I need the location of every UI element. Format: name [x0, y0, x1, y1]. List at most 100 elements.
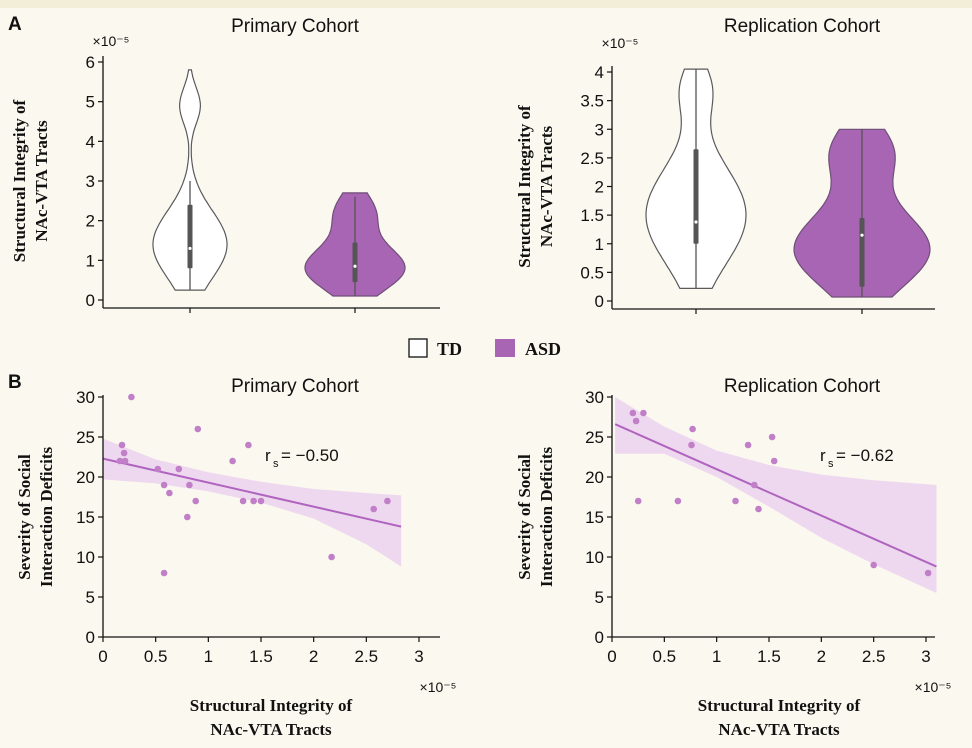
- legend-swatch-td: [408, 338, 428, 358]
- x-multiplier: ×10⁻⁵: [420, 679, 457, 695]
- x-multiplier: ×10⁻⁵: [915, 679, 952, 695]
- scatter-chart-B-primary: Primary Cohort Severity of Social Interact…: [15, 376, 456, 739]
- charts: Primary Cohort ×10⁻⁵ Structural Integrity …: [10, 16, 951, 739]
- x-tick-label: 3: [414, 647, 423, 666]
- violin-td: [152, 69, 228, 291]
- chart-title: Replication Cohort: [724, 376, 881, 397]
- y-axis-label-line-2: NAc-VTA Tracts: [32, 120, 51, 242]
- y-tick-label: 3: [86, 172, 95, 191]
- scatter-point: [194, 425, 202, 433]
- scatter-point: [120, 449, 128, 457]
- x-axis-label-line-1: Structural Integrity of: [698, 696, 861, 715]
- fit-line: [614, 423, 937, 568]
- top-band: [0, 0, 972, 8]
- y-tick-label: 30: [76, 388, 95, 407]
- annotation-r: r: [820, 446, 826, 465]
- legend: TD ASD: [408, 338, 561, 359]
- scatter-point: [870, 561, 877, 569]
- x-tick-label: 0: [98, 647, 107, 666]
- scatter-point: [118, 441, 126, 449]
- violin-chart-A-replication: Replication Cohort ×10⁻⁵ Structural Integr…: [515, 16, 935, 314]
- scatter-point: [688, 441, 695, 449]
- scatter-point: [640, 409, 647, 417]
- scatter-point: [629, 409, 637, 417]
- fit-line: [102, 457, 402, 528]
- y-axis-label: Severity of Social Interaction Deficits: [15, 447, 56, 588]
- x-tick-label: 2: [817, 647, 826, 666]
- scatter-point: [186, 481, 193, 489]
- scatter-point: [924, 569, 932, 577]
- violin-box-asd: [859, 217, 865, 287]
- violin-median-td: [188, 246, 192, 251]
- y-axis-label: Structural Integrity of NAc-VTA Tracts: [10, 99, 51, 262]
- x-tick-label: 2: [309, 647, 318, 666]
- y-tick-label: 15: [76, 508, 95, 527]
- x-axis-label-line-2: NAc-VTA Tracts: [718, 720, 840, 739]
- x-tick-label: 0.5: [653, 647, 677, 666]
- scatter-chart-B-replication: Replication Cohort Severity of Social Inte…: [515, 376, 951, 739]
- scatter-point: [770, 457, 778, 465]
- x-axis-label-line-1: Structural Integrity of: [190, 696, 353, 715]
- y-tick-label: 0.5: [580, 263, 604, 282]
- scatter-point: [116, 457, 124, 465]
- chart-title: Primary Cohort: [231, 16, 359, 37]
- y-tick-label: 3.5: [580, 92, 604, 111]
- violin-box-td: [187, 204, 193, 269]
- y-tick-label: 5: [595, 588, 604, 607]
- x-tick-label: 3: [921, 647, 930, 666]
- violin-median-td: [694, 220, 698, 224]
- y-tick-label: 3: [595, 120, 604, 139]
- legend-label-asd: ASD: [525, 339, 561, 359]
- y-tick-label: 1: [86, 251, 95, 270]
- y-axis-label-line-2: Interaction Deficits: [537, 447, 556, 588]
- x-tick-label: 1: [204, 647, 213, 666]
- chart-title: Primary Cohort: [231, 376, 359, 397]
- scatter-point: [634, 497, 642, 505]
- y-axis-label-line-2: Interaction Deficits: [37, 447, 56, 588]
- y-axis-label-line-1: Severity of Social: [515, 454, 534, 580]
- annotation-r: r: [265, 446, 271, 465]
- x-tick-label: 0.5: [144, 647, 168, 666]
- y-tick-label: 10: [76, 548, 95, 567]
- annotation-subscript: s: [828, 458, 834, 470]
- y-axis-label: Structural Integrity of NAc-VTA Tracts: [515, 105, 556, 268]
- violin-box-asd: [352, 242, 358, 283]
- x-tick-label: 2.5: [862, 647, 886, 666]
- scatter-point: [128, 393, 135, 401]
- y-tick-label: 30: [585, 388, 604, 407]
- y-tick-label: 0: [86, 628, 95, 647]
- scatter-point: [384, 497, 391, 505]
- legend-swatch-asd: [495, 339, 515, 357]
- legend-label-td: TD: [437, 339, 462, 359]
- scatter-point: [751, 481, 758, 489]
- x-axis-label-line-2: NAc-VTA Tracts: [210, 720, 332, 739]
- y-tick-label: 15: [585, 508, 604, 527]
- y-multiplier: ×10⁻⁵: [602, 35, 639, 51]
- scatter-point: [184, 513, 191, 521]
- scatter-point: [166, 489, 173, 497]
- violin-box-td: [693, 149, 699, 244]
- y-tick-label: 1.5: [580, 206, 604, 225]
- scatter-point: [160, 569, 168, 577]
- x-tick-label: 2.5: [355, 647, 379, 666]
- annotation-value: = −0.50: [281, 446, 339, 465]
- y-tick-label: 20: [585, 468, 604, 487]
- scatter-point: [370, 505, 378, 513]
- scatter-point: [245, 441, 252, 449]
- y-tick-label: 25: [585, 428, 604, 447]
- y-tick-label: 2.5: [580, 149, 604, 168]
- x-tick-label: 1: [712, 647, 721, 666]
- y-tick-label: 10: [585, 548, 604, 567]
- violin-median-asd: [353, 264, 357, 268]
- y-axis-label: Severity of Social Interaction Deficits: [515, 447, 556, 588]
- scatter-point: [229, 457, 236, 465]
- y-tick-label: 6: [86, 53, 95, 72]
- scatter-point: [154, 465, 162, 473]
- y-tick-label: 20: [76, 468, 95, 487]
- panel-label-a: A: [8, 14, 22, 35]
- x-tick-label: 1.5: [757, 647, 781, 666]
- y-tick-label: 0: [595, 292, 604, 311]
- scatter-point: [689, 425, 696, 433]
